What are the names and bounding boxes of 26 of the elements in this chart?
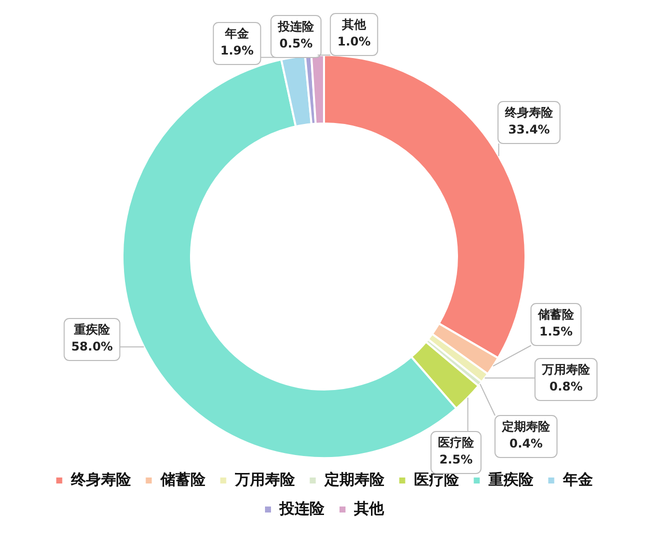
legend-label: 重疾险	[487, 470, 534, 488]
data-label: 2.5%	[439, 452, 473, 467]
slice-label: 重疾险	[73, 322, 111, 337]
data-label: 1.5%	[539, 324, 573, 339]
legend-label: 终身寿险	[70, 470, 132, 488]
legend-label: 其他	[353, 499, 385, 518]
data-label: 1.0%	[337, 34, 371, 49]
slice-label: 投连险	[277, 20, 315, 34]
data-label: 58.0%	[71, 340, 113, 354]
data-label: 0.8%	[549, 380, 583, 394]
slice-label: 储蓄险	[537, 308, 575, 322]
slice-label: 万用寿险	[541, 362, 591, 377]
slice-label: 终身寿险	[504, 106, 554, 120]
data-label: 0.5%	[279, 36, 313, 51]
legend-label: 储蓄险	[159, 470, 206, 488]
slice-label: 定期寿险	[501, 420, 551, 434]
slice-label: 医疗险	[438, 436, 475, 450]
data-label: 0.4%	[509, 436, 543, 451]
legend-label: 定期寿险	[323, 470, 386, 488]
legend-label: 投连险	[278, 499, 326, 518]
legend-label: 万用寿险	[234, 470, 296, 488]
data-label: 1.9%	[220, 44, 254, 58]
legend-label: 年金	[562, 470, 593, 488]
slice-label: 年金	[224, 26, 250, 41]
slice-label: 其他	[341, 18, 367, 32]
data-label: 33.4%	[508, 122, 550, 137]
